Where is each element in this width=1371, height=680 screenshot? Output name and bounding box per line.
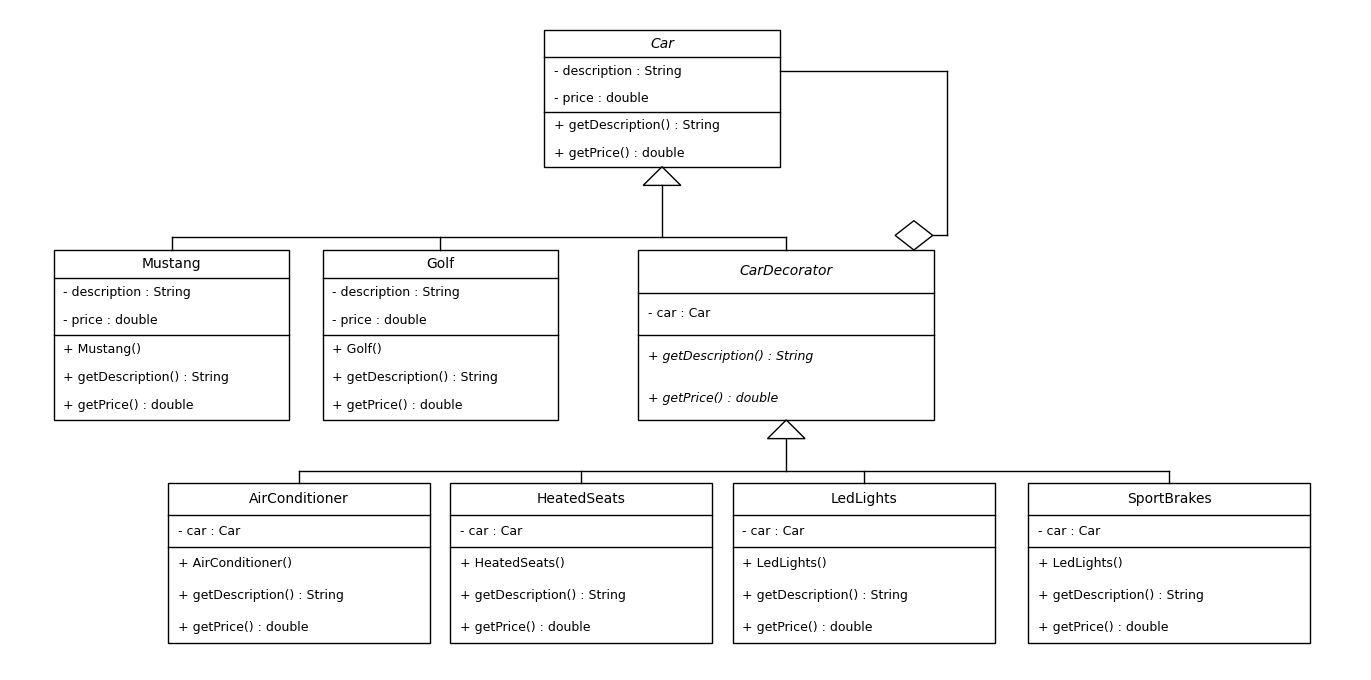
Text: + getDescription() : String: + getDescription() : String: [554, 119, 720, 132]
Bar: [1028, 483, 1311, 643]
Text: - description : String: - description : String: [554, 65, 681, 78]
Text: + getDescription() : String: + getDescription() : String: [63, 371, 229, 384]
Text: + getDescription() : String: + getDescription() : String: [742, 589, 908, 602]
Text: - car : Car: - car : Car: [1038, 525, 1100, 538]
Text: + getPrice() : double: + getPrice() : double: [554, 147, 684, 160]
Text: + getPrice() : double: + getPrice() : double: [63, 399, 193, 412]
Text: + Mustang(): + Mustang(): [63, 343, 141, 356]
Text: HeatedSeats: HeatedSeats: [537, 492, 625, 507]
Text: + getPrice() : double: + getPrice() : double: [178, 621, 308, 634]
Text: + LedLights(): + LedLights(): [742, 557, 827, 570]
Text: AirConditioner: AirConditioner: [250, 492, 350, 507]
Text: + getDescription() : String: + getDescription() : String: [459, 589, 625, 602]
Text: - car : Car: - car : Car: [648, 307, 710, 320]
Text: LedLights: LedLights: [831, 492, 897, 507]
Bar: [169, 483, 430, 643]
Text: - car : Car: - car : Car: [178, 525, 240, 538]
Text: - car : Car: - car : Car: [742, 525, 805, 538]
Text: + getPrice() : double: + getPrice() : double: [1038, 621, 1168, 634]
Bar: [53, 250, 289, 420]
Text: - description : String: - description : String: [63, 286, 191, 299]
Text: + HeatedSeats(): + HeatedSeats(): [459, 557, 565, 570]
Text: - price : double: - price : double: [554, 92, 648, 105]
Bar: [322, 250, 558, 420]
Text: CarDecorator: CarDecorator: [739, 265, 834, 278]
Text: - car : Car: - car : Car: [459, 525, 522, 538]
Text: + getPrice() : double: + getPrice() : double: [648, 392, 779, 405]
Text: SportBrakes: SportBrakes: [1127, 492, 1212, 507]
Text: - description : String: - description : String: [332, 286, 459, 299]
Bar: [450, 483, 713, 643]
Bar: [544, 30, 780, 167]
Text: + getDescription() : String: + getDescription() : String: [648, 350, 813, 362]
Text: Mustang: Mustang: [141, 257, 202, 271]
Text: - price : double: - price : double: [63, 314, 158, 327]
Text: Car: Car: [650, 37, 675, 51]
Text: Golf: Golf: [426, 257, 454, 271]
Bar: [639, 250, 934, 420]
Text: - price : double: - price : double: [332, 314, 426, 327]
Text: + getDescription() : String: + getDescription() : String: [332, 371, 498, 384]
Text: + AirConditioner(): + AirConditioner(): [178, 557, 292, 570]
Bar: [732, 483, 994, 643]
Text: + Golf(): + Golf(): [332, 343, 383, 356]
Text: + getPrice() : double: + getPrice() : double: [742, 621, 872, 634]
Text: + getDescription() : String: + getDescription() : String: [1038, 589, 1204, 602]
Text: + getDescription() : String: + getDescription() : String: [178, 589, 344, 602]
Text: + LedLights(): + LedLights(): [1038, 557, 1121, 570]
Text: + getPrice() : double: + getPrice() : double: [332, 399, 462, 412]
Text: + getPrice() : double: + getPrice() : double: [459, 621, 591, 634]
